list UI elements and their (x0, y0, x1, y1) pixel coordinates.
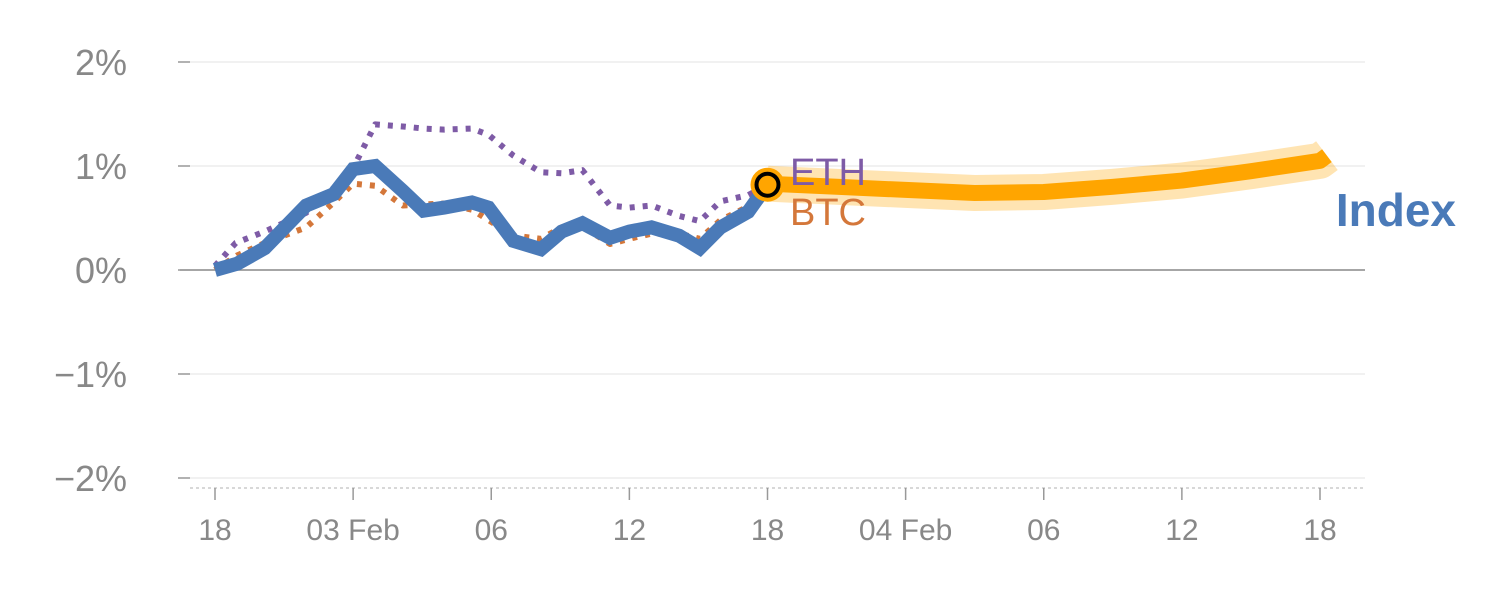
series-forecast-line (767, 149, 1332, 202)
x-tick-label: 03 Feb (306, 514, 399, 547)
x-tick-label: 12 (613, 514, 646, 547)
x-tick-label: 06 (1027, 514, 1060, 547)
x-tick-label: 04 Feb (859, 514, 952, 547)
series-btc-line (213, 180, 770, 273)
series-label-index: Index (1336, 184, 1457, 236)
series-label-eth: ETH (790, 152, 866, 194)
grid-layer (180, 61, 1365, 479)
current-point-marker (754, 171, 781, 198)
y-tick-label: 1% (75, 146, 127, 187)
series-layer (212, 121, 1338, 277)
x-tick-label: 18 (1303, 514, 1336, 547)
x-tick-label: 18 (198, 514, 231, 547)
y-tick-label: 2% (75, 42, 127, 83)
x-tick-label: 18 (751, 514, 784, 547)
label-layer: ETH BTC Index (790, 152, 1456, 236)
y-tick-label: 0% (75, 250, 127, 291)
x-tick-label: 12 (1165, 514, 1198, 547)
x-tick-label: 06 (475, 514, 508, 547)
y-tick-label: −1% (54, 354, 127, 395)
axis-layer: 2% 1% 0% −1% −2% 18 03 Feb 06 12 18 04 Feb 06 12 18 (54, 42, 1365, 547)
series-label-btc: BTC (790, 192, 866, 234)
y-tick-label: −2% (54, 458, 127, 499)
series-eth-line (212, 121, 769, 268)
series-index-line (213, 158, 774, 277)
